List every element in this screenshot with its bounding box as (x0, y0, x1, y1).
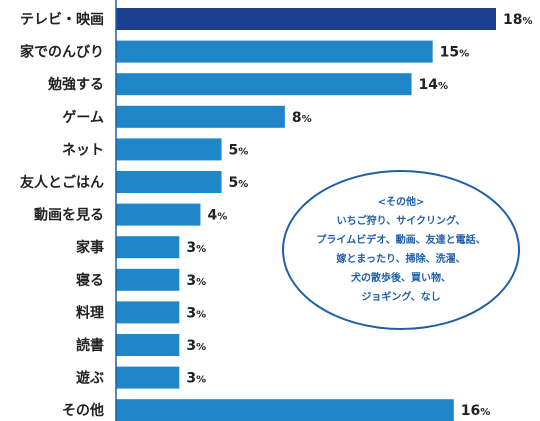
data-label: 14% (419, 77, 449, 93)
callout-line: いちご狩り、サイクリング、 (336, 216, 466, 227)
data-label: 5% (229, 175, 249, 191)
bar (116, 138, 222, 161)
category-label: 料理 (76, 304, 104, 321)
bar (116, 105, 285, 128)
bar (116, 40, 433, 63)
data-label: 18% (503, 12, 533, 28)
data-label: 3% (186, 273, 206, 289)
data-label: 3% (186, 371, 206, 387)
callout-line: 犬の散歩後、買い物、 (351, 273, 451, 284)
data-label: 8% (292, 110, 312, 126)
category-label: 家でのんびり (20, 44, 104, 61)
category-label: テレビ・映画 (20, 12, 104, 28)
data-label: 16% (461, 403, 491, 419)
category-label: ゲーム (62, 109, 104, 126)
callout-line: 嫁とまったり、掃除、洗濯、 (336, 254, 466, 265)
bar (116, 73, 412, 96)
category-label: 友人とごはん (20, 174, 104, 191)
bar (116, 171, 222, 193)
data-label: 3% (186, 240, 206, 256)
category-label: 読書 (76, 337, 104, 354)
bar (116, 236, 180, 259)
category-label: 寝る (76, 272, 104, 289)
data-label: 3% (186, 338, 206, 354)
bar (116, 203, 201, 226)
category-label: 動画を見る (34, 207, 104, 224)
callout-line: プライムビデオ、動画、友達と電話、 (316, 235, 486, 246)
bar (116, 399, 454, 421)
category-label: 遊ぶ (76, 370, 104, 387)
bar (116, 334, 180, 356)
data-label: 4% (207, 208, 227, 224)
data-label: 5% (229, 142, 249, 158)
category-label: ネット (62, 142, 104, 158)
category-label: その他 (62, 402, 104, 419)
category-label: 家事 (76, 239, 104, 256)
data-label: 15% (440, 45, 470, 61)
callout-line: ジョギング、なし (361, 292, 441, 303)
data-label: 3% (186, 305, 206, 321)
bar (116, 8, 496, 30)
other-answers-callout: <その他> いちご狩り、サイクリング、 プライムビデオ、動画、友達と電話、 嫁と… (282, 170, 520, 330)
bar (116, 366, 180, 389)
bar (116, 268, 180, 291)
category-label: 勉強する (47, 76, 104, 93)
callout-title: <その他> (377, 197, 425, 208)
bar (116, 301, 180, 324)
